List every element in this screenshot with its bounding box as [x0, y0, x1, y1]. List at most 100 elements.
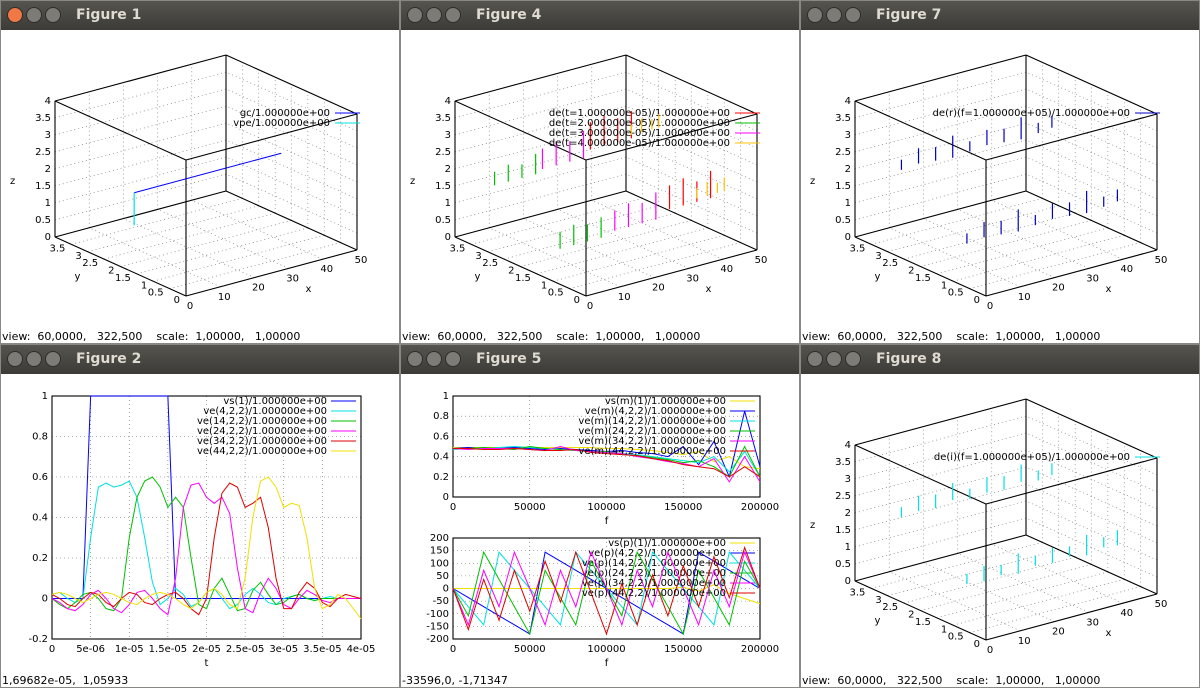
- close-button[interactable]: [807, 7, 823, 23]
- status-bar: view: 60,0000, 322,500 scale: 1,00000, 1…: [2, 330, 300, 343]
- series-line: [51, 482, 362, 616]
- box-edge: [1025, 190, 1158, 251]
- z-tick-label: 2: [845, 164, 851, 175]
- grid-line: [854, 432, 1027, 480]
- window: Figure 40102030405000.511.522.533.500.51…: [400, 0, 800, 344]
- x-tick-label: 0: [187, 301, 193, 312]
- x-tick-label: 40: [1120, 264, 1133, 275]
- x-tick-label: 4e-05: [347, 644, 376, 655]
- z-tick-label: 1: [445, 198, 451, 209]
- y-tick-label: 0.2: [433, 472, 449, 483]
- grid-line: [904, 556, 1076, 604]
- grid-line: [54, 122, 227, 170]
- x-tick-label: 20: [1052, 627, 1065, 638]
- grid-line: [120, 220, 292, 267]
- box-edge: [225, 190, 358, 251]
- window-title: Figure 1: [76, 7, 141, 23]
- grid-line: [854, 88, 1027, 136]
- box-edge: [1025, 534, 1158, 595]
- x-tick-label: 0: [987, 301, 993, 312]
- maximize-button[interactable]: [845, 7, 861, 23]
- box-edge: [854, 398, 1027, 446]
- z-tick-label: 4: [445, 96, 451, 107]
- x-tick-label: 10: [618, 292, 631, 303]
- box-edge: [854, 444, 987, 505]
- y-tick-label: 100: [430, 558, 449, 569]
- grid-line: [454, 139, 627, 187]
- close-button[interactable]: [407, 7, 423, 23]
- close-button[interactable]: [807, 351, 823, 367]
- y-tick-label: 1: [42, 391, 48, 402]
- minimize-button[interactable]: [26, 7, 42, 23]
- y-tick-label: 0.4: [433, 452, 449, 463]
- maximize-button[interactable]: [445, 351, 461, 367]
- grid-line: [169, 242, 341, 289]
- grid-line: [854, 156, 1027, 204]
- box-edge: [54, 54, 227, 102]
- grid-line: [854, 483, 1027, 531]
- maximize-button[interactable]: [45, 351, 61, 367]
- z-tick-label: 3: [845, 130, 851, 141]
- legend-label: ve(4,2,2)/1.000000e+00: [203, 406, 327, 417]
- minimize-button[interactable]: [826, 7, 842, 23]
- grid-line: [553, 234, 725, 282]
- x-axis-label: x: [306, 284, 312, 295]
- plot-border: [51, 395, 362, 640]
- y-tick-label: 2: [908, 266, 914, 277]
- box-edge: [454, 190, 627, 238]
- z-tick-label: 0: [45, 232, 51, 243]
- legend-label: ve(m)(4,2,2)/1.000000e+00: [585, 406, 726, 417]
- grid-line: [153, 234, 325, 282]
- legend-label: ve(m)(34,2,2)/1.000000e+00: [578, 436, 726, 447]
- x-tick-label: 0: [587, 301, 593, 312]
- window-body: [800, 344, 1200, 688]
- grid-line: [136, 227, 308, 275]
- y-tick-label: 0.8: [32, 432, 48, 443]
- close-button[interactable]: [7, 351, 23, 367]
- series-line: [452, 546, 761, 636]
- y-tick-label: 150: [430, 546, 449, 557]
- z-tick-label: 0: [445, 232, 451, 243]
- box-edge: [454, 100, 587, 161]
- box-edge: [985, 457, 1158, 505]
- close-button[interactable]: [407, 351, 423, 367]
- y-tick-label: 0: [42, 594, 48, 605]
- legend-label: de(i)(f=1.000000e+05)/1.000000e+00: [934, 452, 1130, 463]
- grid-line: [871, 198, 1043, 245]
- minimize-button[interactable]: [826, 351, 842, 367]
- minimize-button[interactable]: [26, 351, 42, 367]
- legend-label: de(t=1.000000e-05)/1.000000e+00: [549, 108, 730, 119]
- x-tick-label: 100000: [587, 644, 625, 655]
- x-tick-label: 30: [686, 273, 699, 284]
- z-tick-label: 1.5: [35, 181, 51, 192]
- x-tick-label: 0: [450, 644, 456, 655]
- window-title: Figure 7: [876, 7, 941, 23]
- z-tick-label: 1: [845, 198, 851, 209]
- maximize-button[interactable]: [845, 351, 861, 367]
- minimize-button[interactable]: [426, 351, 442, 367]
- grid-line: [54, 88, 227, 136]
- x-tick-label: 150000: [664, 644, 702, 655]
- y-tick-label: 3: [475, 251, 481, 262]
- x-tick-label: 1e-05: [115, 644, 144, 655]
- box-edge: [185, 113, 358, 161]
- maximize-button[interactable]: [45, 7, 61, 23]
- grid-line: [854, 500, 1027, 548]
- z-tick-label: 0.5: [835, 559, 851, 570]
- x-tick-label: 30: [1086, 273, 1099, 284]
- minimize-button[interactable]: [426, 7, 442, 23]
- legend-label: ve(p)(14,2,2)/1.000000e+00: [582, 558, 726, 569]
- box-edge: [1025, 54, 1158, 115]
- x-axis-label: t: [205, 658, 209, 669]
- legend-label: ve(44,2,2)/1.000000e+00: [197, 446, 327, 457]
- maximize-button[interactable]: [445, 7, 461, 23]
- y-tick-label: 3: [875, 595, 881, 606]
- close-button[interactable]: [7, 7, 23, 23]
- x-tick-label: 40: [720, 264, 733, 275]
- y-tick-label: 1: [443, 391, 449, 402]
- y-tick-label: 3: [875, 251, 881, 262]
- box-edge: [54, 190, 227, 238]
- z-tick-label: 4: [845, 440, 851, 451]
- y-tick-label: 0.5: [148, 288, 164, 299]
- grid-line: [904, 212, 1076, 260]
